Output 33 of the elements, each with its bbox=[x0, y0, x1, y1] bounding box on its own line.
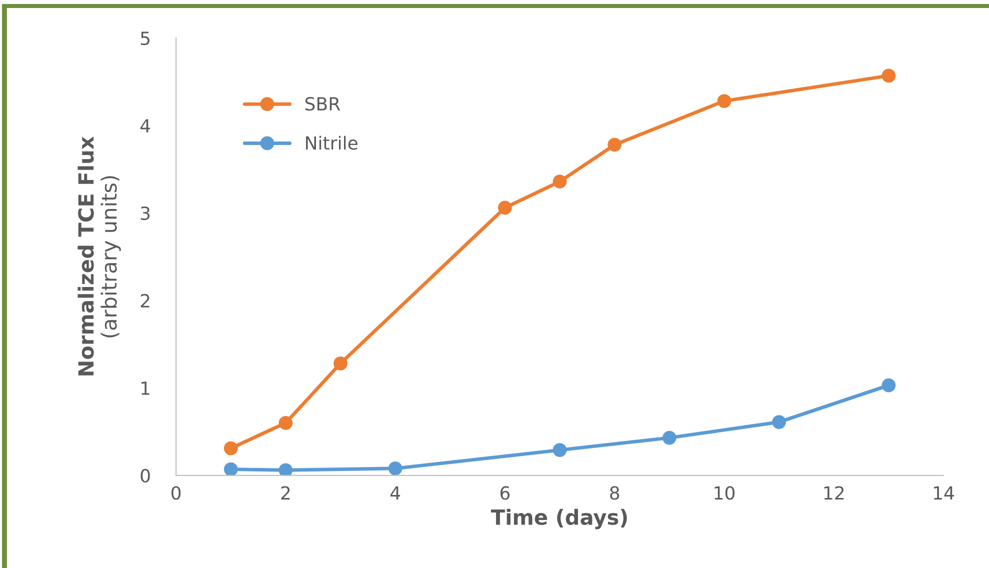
legend-label: SBR bbox=[305, 97, 340, 111]
point bbox=[278, 463, 293, 476]
y-tick-label: 4 bbox=[140, 119, 150, 132]
point bbox=[882, 68, 896, 83]
point bbox=[224, 441, 238, 456]
x-tick-label: 12 bbox=[824, 486, 844, 500]
x-tick-label: 4 bbox=[390, 486, 400, 500]
y-tick-label: 5 bbox=[140, 32, 150, 46]
x-tick-label: 14 bbox=[934, 486, 954, 500]
x-tick-label: 0 bbox=[171, 486, 181, 500]
point bbox=[552, 443, 567, 457]
y-tick-label: 2 bbox=[140, 294, 150, 308]
y-axis-title: Normalized TCE Flux (arbitrary units) bbox=[78, 136, 121, 376]
x-tick-label: 6 bbox=[500, 486, 510, 500]
point bbox=[717, 94, 732, 108]
y-tick-label: 3 bbox=[140, 206, 150, 220]
legend-label: Nitrile bbox=[306, 136, 358, 150]
point bbox=[388, 461, 402, 476]
point bbox=[498, 200, 512, 215]
point bbox=[882, 378, 896, 392]
point bbox=[224, 462, 238, 476]
point bbox=[662, 430, 676, 445]
point bbox=[552, 174, 567, 188]
y-tick-label: 0 bbox=[140, 468, 150, 483]
y-tick-label: 1 bbox=[142, 382, 150, 395]
x-tick-label: 10 bbox=[714, 486, 735, 500]
point bbox=[772, 415, 786, 430]
point bbox=[278, 416, 293, 430]
point bbox=[334, 356, 348, 370]
x-tick-label: 2 bbox=[281, 486, 290, 500]
x-tick-label: 8 bbox=[610, 486, 620, 500]
point bbox=[608, 138, 622, 152]
x-axis-title: Time (days) bbox=[490, 508, 627, 530]
